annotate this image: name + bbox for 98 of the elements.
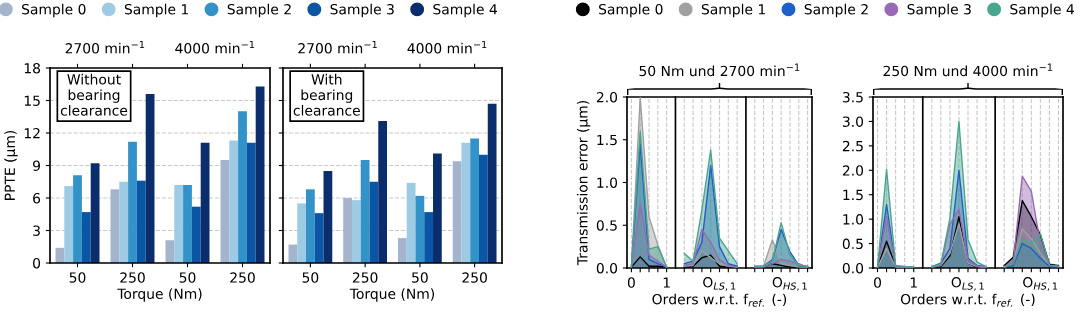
bar: [470, 138, 480, 263]
y-axis-title: PPTE (µm): [4, 130, 18, 200]
bar: [306, 189, 315, 263]
bar: [238, 111, 247, 263]
bar: [128, 141, 137, 263]
y-tick-label: 1.0: [843, 214, 864, 225]
y-tick-label: 2.0: [596, 91, 618, 103]
y-tick-label: 9: [33, 160, 40, 171]
x-tick-label: O$_{HS,1}$: [772, 277, 807, 291]
text: 4000 min$^{−1}$: [175, 40, 255, 54]
y-tick-label: 3.5: [842, 91, 863, 103]
x-axis-title: Orders w.r.t. f$_{ref.}$ (-): [900, 293, 1035, 307]
y-tick-label: 0: [33, 257, 41, 269]
x-tick-label: 1: [663, 277, 670, 288]
x-axis-title: Torque (Nm): [117, 288, 202, 302]
bar: [297, 203, 306, 263]
annotation: Without bearing clearance: [60, 73, 128, 116]
legend-label: Sample 4: [1010, 3, 1074, 18]
bar: [90, 163, 100, 263]
y-tick-label: 6: [33, 192, 41, 204]
y-tick-label: 0.5: [596, 220, 617, 231]
x-tick-label: 250: [352, 272, 378, 283]
bar: [136, 180, 146, 263]
text: 4000 min$^{−1}$: [407, 40, 487, 54]
bar: [246, 142, 256, 263]
y-tick-label: 18: [24, 62, 41, 74]
y-tick-label: 0.0: [596, 262, 618, 274]
bar: [369, 181, 379, 263]
text: 2700 min$^{−1}$: [298, 40, 377, 54]
bar: [191, 206, 201, 263]
legend-label: Sample 0: [22, 3, 86, 18]
bar: [343, 198, 352, 263]
x-tick-label: 0: [874, 277, 882, 288]
bar: [73, 175, 82, 263]
legend-label: Sample 1: [701, 3, 765, 18]
bar: [220, 160, 230, 263]
x-tick-label: 50: [412, 272, 428, 283]
text: 2700 min$^{−1}$: [65, 40, 145, 54]
y-tick-label: 2.0: [842, 165, 864, 176]
y-tick-label: 3: [33, 225, 40, 236]
legend-label: Sample 3: [907, 3, 971, 18]
bar: [200, 142, 210, 263]
legend-label: Sample 0: [599, 3, 663, 18]
x-tick-label: 250: [462, 272, 487, 283]
legend-label: Sample 2: [804, 3, 868, 18]
bar: [397, 238, 407, 263]
bar: [378, 121, 388, 263]
y-tick-label: 15: [24, 95, 40, 106]
y-axis-title: Transmission error (µm): [576, 101, 591, 266]
x-tick-label: 250: [120, 272, 145, 283]
y-tick-label: 3.0: [842, 116, 864, 127]
bar: [288, 244, 298, 263]
y-tick-label: 1.0: [597, 177, 618, 188]
bar: [452, 161, 462, 263]
x-tick-label: 1: [910, 277, 917, 288]
bar: [461, 142, 471, 263]
y-tick-label: 12: [24, 127, 40, 139]
bar: [360, 160, 370, 263]
bar: [81, 212, 91, 263]
bar: [183, 185, 192, 263]
x-tick-label: 50: [179, 272, 196, 283]
y-tick-label: 2.5: [842, 140, 863, 152]
bar: [255, 86, 265, 263]
chart-title: 50 Nm und 2700 min$^{−1}$: [639, 63, 800, 77]
bar: [110, 189, 120, 263]
x-tick-label: 0: [627, 277, 635, 288]
x-tick-label: O$_{HS,1}$: [1023, 277, 1058, 291]
y-tick-label: 0.0: [842, 262, 864, 274]
x-tick-label: O$_{LS,1}$: [951, 277, 984, 291]
y-tick-label: 1.5: [843, 189, 863, 201]
bar: [487, 103, 497, 263]
x-tick-label: 50: [302, 272, 319, 283]
bar: [314, 213, 324, 263]
bar: [229, 140, 239, 263]
bar: [323, 170, 333, 263]
bar: [174, 185, 184, 263]
x-tick-label: O$_{LS,1}$: [703, 277, 736, 291]
legend-label: Sample 3: [330, 3, 394, 18]
bar: [145, 94, 155, 263]
bar: [64, 186, 74, 263]
bar: [433, 153, 442, 263]
annotation: With bearing clearance: [293, 73, 360, 116]
bar: [415, 195, 425, 263]
x-tick-label: 250: [230, 272, 255, 283]
y-tick-label: 0.5: [842, 238, 863, 250]
bar: [119, 181, 129, 263]
x-tick-label: 50: [69, 272, 86, 283]
x-axis-title: Orders w.r.t. f$_{ref.}$ (-): [652, 293, 787, 307]
legend-label: Sample 4: [433, 3, 497, 18]
x-axis-title: Torque (Nm): [349, 288, 435, 302]
legend-label: Sample 1: [124, 3, 188, 18]
legend-label: Sample 2: [227, 3, 291, 18]
bar: [351, 200, 361, 263]
chart-title: 250 Nm und 4000 min$^{−1}$: [883, 63, 1053, 77]
bar: [479, 154, 488, 263]
bar: [406, 182, 416, 263]
y-tick-label: 1.5: [597, 134, 617, 146]
bar: [424, 212, 434, 263]
